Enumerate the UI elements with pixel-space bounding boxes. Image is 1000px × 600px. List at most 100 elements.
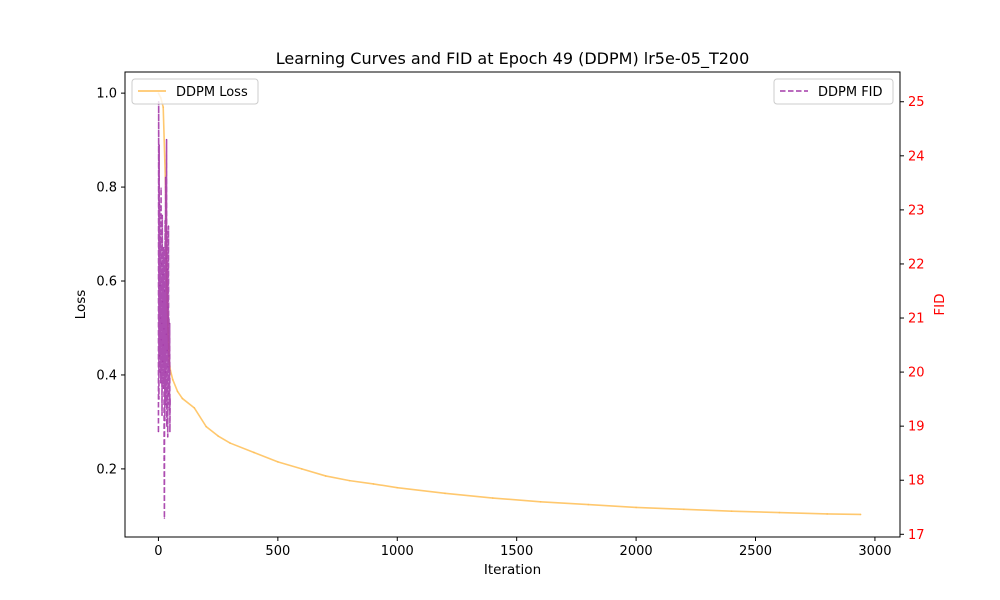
fid-point — [160, 187, 162, 189]
loss-point — [217, 435, 219, 437]
fid-point — [159, 284, 161, 287]
x-tick-label: 0 — [154, 544, 162, 559]
fid-point — [161, 414, 163, 417]
x-axis-title: Iteration — [484, 562, 541, 578]
y2-axis-title: FID — [932, 293, 948, 315]
fid-point — [165, 257, 167, 260]
loss-point — [372, 483, 375, 485]
y2-tick-label: 19 — [908, 420, 925, 435]
fid-point — [165, 138, 168, 141]
fid-point — [168, 355, 170, 357]
fid-point — [164, 420, 166, 422]
fid-point — [162, 344, 164, 346]
fid-point — [161, 322, 163, 325]
chart-title: Learning Curves and FID at Epoch 49 (DDP… — [276, 49, 750, 69]
loss-point — [539, 500, 542, 503]
y-axis-ticks: 0.2 0.4 0.6 0.8 1.0 — [96, 87, 125, 477]
loss-point — [205, 425, 208, 428]
fid-point — [166, 425, 168, 427]
fid-point — [168, 409, 171, 411]
loss-point — [778, 511, 781, 514]
fid-point — [169, 430, 171, 433]
fid-point — [166, 268, 169, 271]
x-tick-label: 500 — [265, 544, 290, 559]
fid-point — [162, 360, 164, 362]
loss-point — [176, 390, 179, 393]
fid-point — [164, 176, 167, 179]
y2-tick-label: 17 — [908, 528, 925, 543]
y2-tick-label: 22 — [908, 257, 925, 272]
loss-point — [635, 506, 637, 509]
loss-point — [162, 106, 165, 109]
loss-point — [491, 497, 494, 499]
plot-area — [124, 71, 901, 538]
y2-tick-label: 21 — [908, 312, 925, 327]
fid-point — [168, 322, 171, 325]
y2-tick-label: 18 — [908, 474, 925, 489]
series-points-ddpm-fid — [157, 101, 171, 519]
fid-point — [163, 517, 166, 519]
loss-point — [324, 475, 327, 477]
fid-point — [158, 398, 160, 400]
loss-point — [171, 378, 174, 381]
fid-point — [166, 349, 168, 352]
fid-point — [157, 430, 160, 433]
fid-point — [158, 144, 160, 146]
loss-point — [730, 510, 733, 512]
fid-point — [165, 333, 168, 335]
fid-point — [161, 214, 163, 216]
y2-tick-label: 25 — [908, 95, 925, 110]
loss-point — [444, 492, 446, 495]
y-tick-label: 0.6 — [96, 275, 117, 290]
x-tick-label: 1000 — [381, 544, 414, 559]
fid-point — [163, 328, 165, 330]
fid-point — [159, 236, 162, 238]
loss-point — [396, 486, 399, 489]
fid-point — [162, 387, 165, 390]
fid-point — [169, 398, 171, 400]
fid-point — [163, 457, 165, 460]
x-tick-label: 3000 — [858, 544, 891, 559]
loss-point — [181, 397, 184, 400]
fid-point — [164, 371, 167, 373]
legend-loss-label: DDPM Loss — [176, 85, 248, 100]
fid-point — [168, 317, 170, 319]
fid-point — [167, 225, 170, 227]
loss-point — [229, 442, 231, 444]
y2-tick-label: 23 — [908, 203, 925, 218]
fid-point — [158, 355, 161, 357]
x-tick-label: 1500 — [500, 544, 533, 559]
legend-fid-label: DDPM FID — [818, 85, 883, 100]
y-tick-label: 0.4 — [96, 368, 117, 383]
loss-point — [300, 468, 303, 470]
fid-point — [159, 317, 162, 319]
legend-loss: DDPM Loss — [131, 78, 259, 105]
y-tick-label: 0.8 — [96, 181, 117, 196]
y2-axis-ticks: 17 18 19 20 21 22 23 24 25 — [900, 95, 925, 543]
fid-point — [160, 338, 163, 341]
y-tick-label: 1.0 — [96, 87, 117, 102]
series-line-ddpm-fid — [157, 101, 171, 519]
legend-fid: DDPM FID — [773, 78, 894, 105]
loss-point — [348, 479, 351, 482]
legend-loss-box — [131, 78, 259, 105]
fid-point — [164, 219, 166, 222]
loss-point — [587, 503, 590, 506]
loss-point — [683, 508, 685, 511]
loss-point — [253, 451, 255, 454]
fid-point — [165, 403, 167, 406]
loss-point — [859, 513, 862, 516]
loss-point — [193, 407, 196, 409]
fid-point — [158, 203, 161, 206]
loss-point — [277, 461, 279, 463]
y-axis-title: Loss — [73, 290, 89, 320]
fid-point — [167, 306, 169, 308]
fid-point — [166, 230, 168, 233]
fid-point — [168, 393, 170, 395]
fid-point — [159, 371, 161, 373]
y2-tick-label: 24 — [908, 149, 925, 164]
legend-fid-box — [773, 78, 894, 105]
fid-point — [161, 301, 164, 303]
x-tick-label: 2500 — [739, 544, 772, 559]
